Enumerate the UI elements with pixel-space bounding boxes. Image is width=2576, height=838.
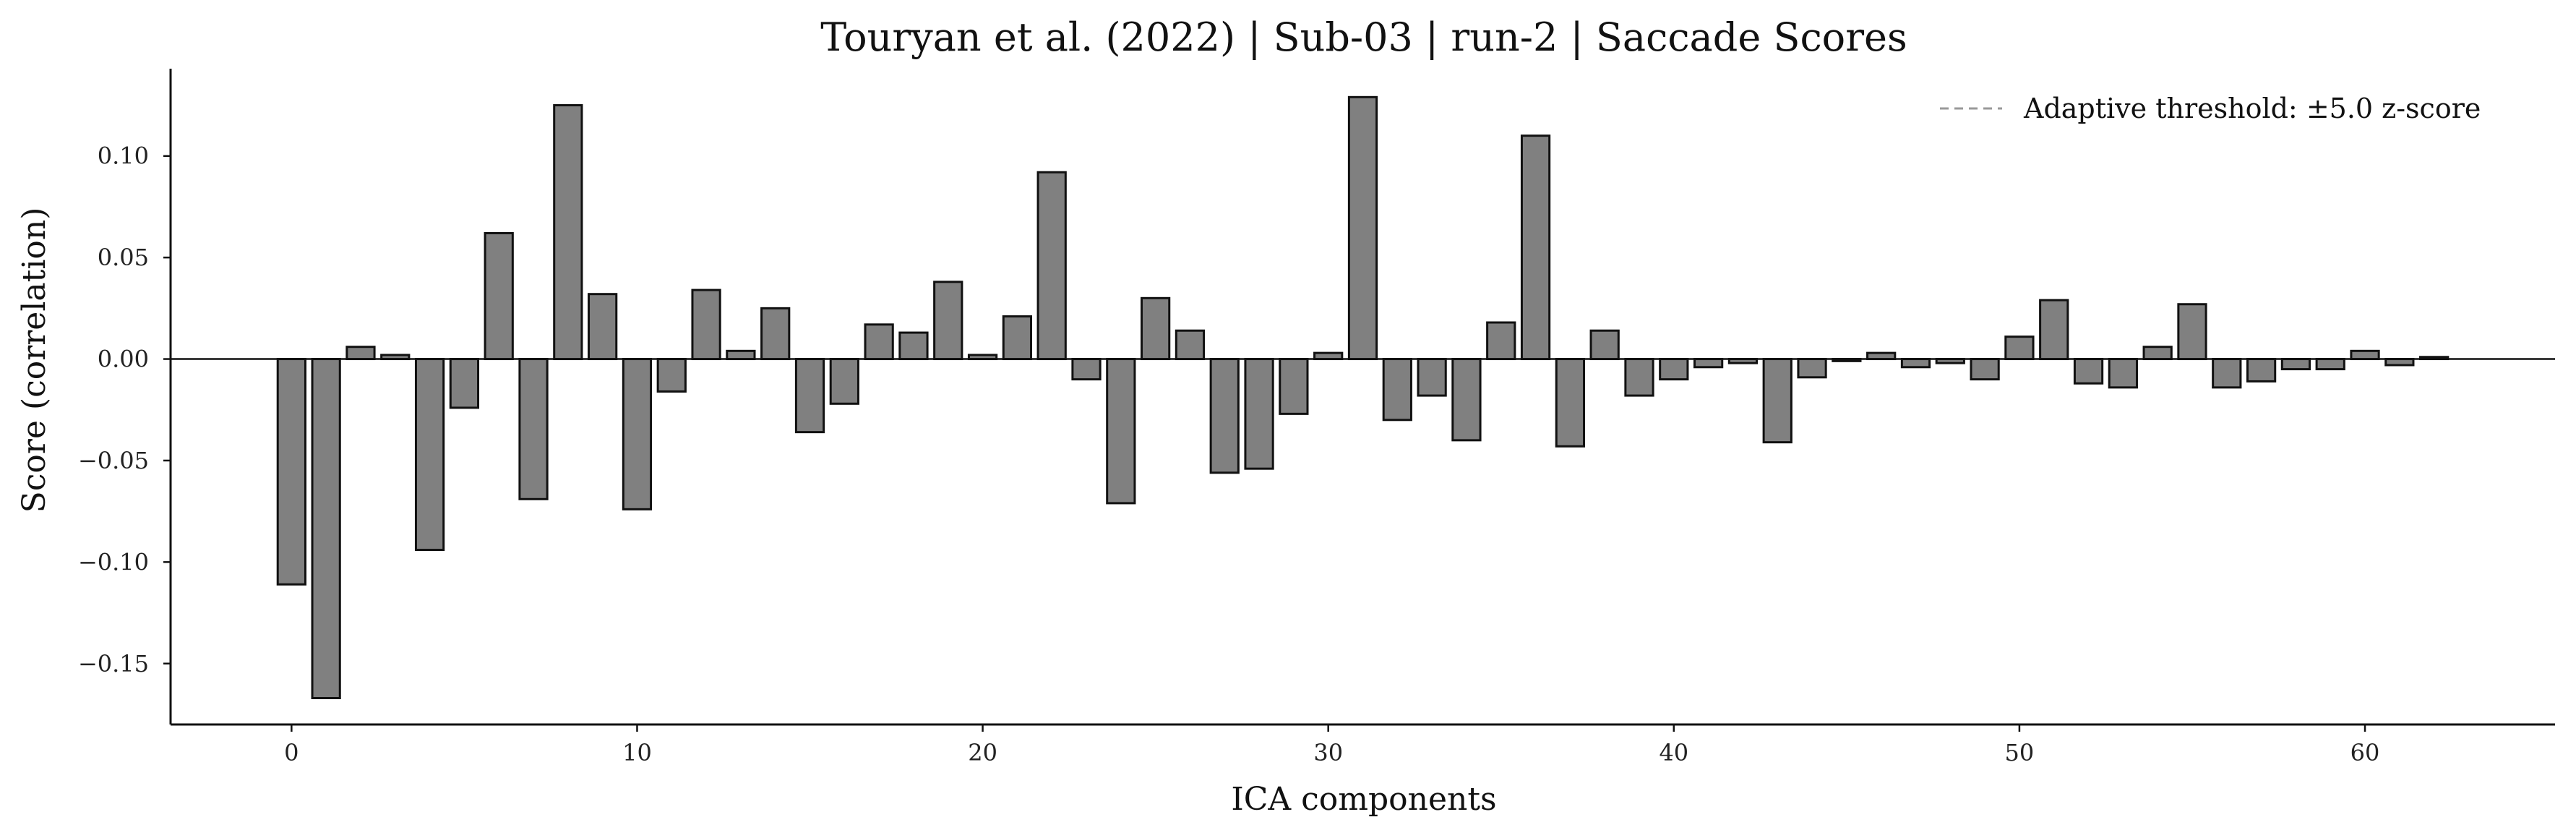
- bar-component-37: [1555, 358, 1585, 448]
- bar-component-41: [1693, 358, 1724, 369]
- legend: Adaptive threshold: ±5.0 z-score: [1940, 93, 2481, 124]
- bar-component-50: [2004, 335, 2035, 361]
- bar-component-59: [2315, 358, 2345, 371]
- bar-component-35: [1486, 321, 1516, 361]
- y-ticks: −0.15 −0.10 −0.05 0.00 0.05 0.10: [78, 142, 171, 677]
- bar-component-49: [1970, 358, 2000, 381]
- bar-component-53: [2108, 358, 2138, 389]
- bar-component-52: [2073, 358, 2104, 385]
- bar-component-30: [1313, 351, 1344, 361]
- x-axis-label: ICA components: [1231, 781, 1496, 818]
- bar-component-60: [2350, 349, 2380, 361]
- bar-component-31: [1347, 95, 1378, 361]
- bar-component-14: [760, 307, 791, 361]
- x-tick-label: 50: [2005, 739, 2035, 766]
- y-tick-label: −0.10: [78, 548, 149, 576]
- bars-group: [276, 95, 2450, 699]
- bar-component-25: [1141, 296, 1171, 361]
- bar-component-16: [829, 358, 859, 405]
- plot-area: 0 10 20 30 40 50 60 −0.15 −0.10 −0.05 0.00 0.05 0.1…: [78, 69, 2555, 766]
- bar-component-13: [726, 349, 756, 361]
- bar-component-54: [2142, 346, 2173, 361]
- bar-component-29: [1279, 358, 1309, 415]
- bar-component-6: [484, 231, 514, 361]
- y-tick-label: −0.15: [78, 650, 149, 677]
- bar-component-33: [1417, 358, 1447, 397]
- bar-component-15: [794, 358, 825, 434]
- bar-component-12: [691, 288, 721, 361]
- y-tick-label: 0.10: [98, 142, 149, 170]
- bar-component-18: [898, 331, 929, 361]
- bar-component-23: [1071, 358, 1102, 381]
- bar-component-17: [864, 323, 894, 361]
- bar-component-34: [1451, 358, 1482, 442]
- bar-component-46: [1866, 351, 1897, 361]
- bar-component-11: [656, 358, 687, 393]
- bar-component-9: [588, 293, 618, 361]
- bar-component-56: [2212, 358, 2242, 389]
- bar-component-24: [1106, 358, 1136, 505]
- bar-component-1: [311, 358, 341, 699]
- y-tick-label: 0.00: [98, 346, 149, 373]
- x-tick-label: 30: [1313, 739, 1343, 766]
- bar-component-43: [1762, 358, 1793, 444]
- bar-component-38: [1589, 329, 1620, 361]
- bar-component-28: [1244, 358, 1274, 470]
- bar-component-8: [553, 104, 583, 361]
- bar-component-0: [276, 358, 306, 586]
- bar-component-32: [1382, 358, 1412, 422]
- x-tick-label: 10: [622, 739, 652, 766]
- bar-component-27: [1209, 358, 1240, 474]
- bar-component-2: [345, 346, 376, 361]
- bar-component-5: [449, 358, 480, 409]
- y-tick-label: 0.05: [98, 244, 149, 271]
- y-axis-label: Score (correlation): [16, 208, 53, 513]
- bar-component-61: [2384, 358, 2415, 367]
- bar-component-4: [414, 358, 445, 552]
- bar-component-22: [1036, 171, 1067, 361]
- bar-component-58: [2280, 358, 2311, 371]
- bar-component-26: [1175, 329, 1206, 361]
- y-tick-label: −0.05: [78, 447, 149, 474]
- x-tick-label: 0: [284, 739, 299, 766]
- x-tick-label: 60: [2350, 739, 2380, 766]
- x-ticks: 0 10 20 30 40 50 60: [284, 724, 2379, 766]
- chart-title: Touryan et al. (2022) | Sub-03 | run-2 |…: [820, 14, 1907, 60]
- bar-component-40: [1659, 358, 1689, 381]
- bar-component-44: [1797, 358, 1827, 379]
- bar-component-36: [1520, 134, 1551, 361]
- x-tick-label: 20: [968, 739, 997, 766]
- bar-component-55: [2177, 303, 2207, 361]
- bar-component-51: [2039, 299, 2069, 361]
- bar-component-10: [622, 358, 653, 510]
- bar-component-57: [2246, 358, 2277, 382]
- bar-component-21: [1002, 315, 1033, 361]
- bar-component-7: [518, 358, 549, 500]
- legend-label: Adaptive threshold: ±5.0 z-score: [2023, 93, 2481, 124]
- x-tick-label: 40: [1659, 739, 1688, 766]
- bar-component-39: [1624, 358, 1654, 397]
- bar-component-19: [933, 281, 963, 361]
- bar-component-47: [1900, 358, 1931, 369]
